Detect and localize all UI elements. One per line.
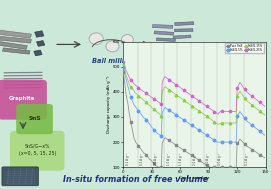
FancyBboxPatch shape — [154, 31, 174, 35]
FancyBboxPatch shape — [156, 38, 175, 41]
FancyBboxPatch shape — [0, 30, 31, 38]
FancyBboxPatch shape — [0, 80, 47, 120]
FancyBboxPatch shape — [173, 35, 191, 39]
Text: 4.0 A g⁻¹: 4.0 A g⁻¹ — [218, 153, 222, 165]
FancyBboxPatch shape — [34, 50, 42, 56]
Text: 3.0 A g⁻¹: 3.0 A g⁻¹ — [206, 153, 210, 165]
FancyBboxPatch shape — [152, 25, 173, 28]
Text: 0.5 A g⁻¹: 0.5 A g⁻¹ — [154, 153, 158, 165]
Text: 1.0 A g⁻¹: 1.0 A g⁻¹ — [167, 153, 171, 165]
Ellipse shape — [89, 33, 103, 45]
Ellipse shape — [106, 41, 119, 52]
Text: 0.1 A g⁻¹: 0.1 A g⁻¹ — [245, 153, 249, 165]
Text: Graphite: Graphite — [9, 96, 35, 101]
Text: 2.0 A g⁻¹: 2.0 A g⁻¹ — [192, 153, 196, 165]
FancyBboxPatch shape — [2, 167, 38, 186]
Y-axis label: Discharge capacity (mAh g⁻¹): Discharge capacity (mAh g⁻¹) — [107, 76, 111, 133]
Text: SnS: SnS — [28, 116, 41, 121]
Text: 0.2 A g⁻¹: 0.2 A g⁻¹ — [140, 153, 144, 165]
Text: 1.5 A g⁻¹: 1.5 A g⁻¹ — [179, 153, 183, 165]
FancyBboxPatch shape — [37, 41, 45, 46]
FancyBboxPatch shape — [10, 131, 64, 171]
X-axis label: Cycle number: Cycle number — [179, 176, 209, 180]
FancyBboxPatch shape — [2, 48, 30, 54]
Text: 0.1 A g⁻¹: 0.1 A g⁻¹ — [126, 153, 130, 165]
FancyBboxPatch shape — [0, 41, 27, 49]
Text: Ball milling: Ball milling — [92, 58, 133, 64]
FancyBboxPatch shape — [175, 29, 193, 32]
Text: SnS/G−x%
(x=0, 5, 15, 25): SnS/G−x% (x=0, 5, 15, 25) — [19, 144, 56, 156]
FancyBboxPatch shape — [0, 36, 31, 43]
Text: In-situ formation of free volume: In-situ formation of free volume — [63, 175, 208, 184]
FancyBboxPatch shape — [35, 31, 44, 37]
Ellipse shape — [121, 35, 133, 45]
FancyBboxPatch shape — [16, 104, 53, 134]
FancyBboxPatch shape — [175, 22, 194, 26]
Legend: Pure SnS, SnS/G-5%, SnS/G-15%, SnS/G-25%: Pure SnS, SnS/G-5%, SnS/G-15%, SnS/G-25% — [225, 43, 264, 53]
